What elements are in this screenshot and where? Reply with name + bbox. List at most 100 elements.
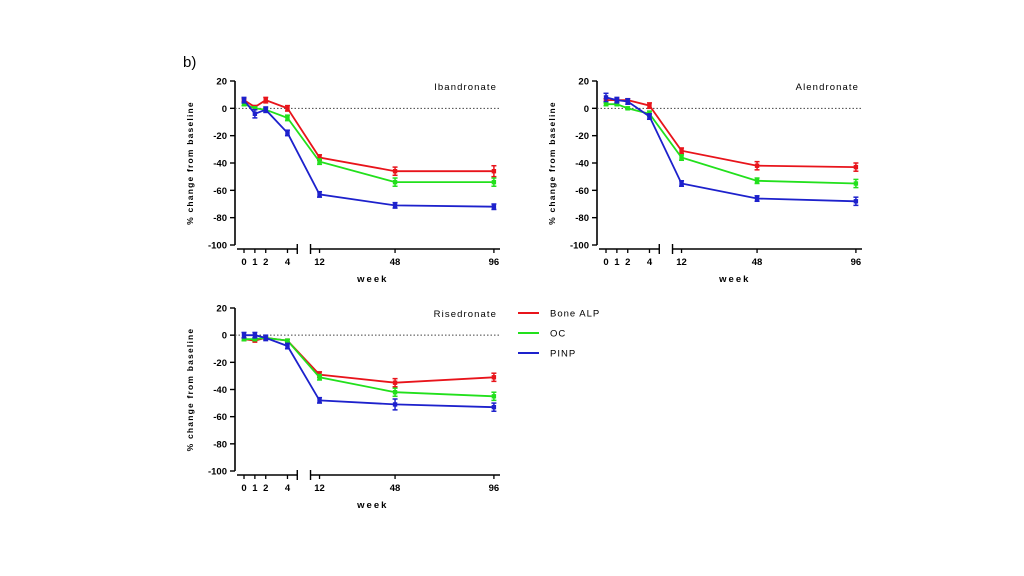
x-tick-label: 12 xyxy=(314,257,325,268)
series-oc xyxy=(241,102,497,187)
series-line xyxy=(244,336,494,398)
y-tick-label: 20 xyxy=(578,77,589,88)
x-tick-label: 48 xyxy=(390,483,401,494)
data-point xyxy=(241,332,247,338)
series-pinp xyxy=(241,96,497,211)
data-point xyxy=(679,181,684,186)
y-tick-label: -60 xyxy=(213,412,227,423)
y-tick-label: 0 xyxy=(222,104,227,115)
chart-panel-1: 200-20-40-60-80-100% change from baselin… xyxy=(185,77,500,285)
data-point xyxy=(614,97,620,103)
legend-label: Bone ALP xyxy=(550,309,600,320)
y-tick-label: -80 xyxy=(213,439,227,450)
chart-panel-2: 20 0 -20 -40 -60 -80 -100 % change from baselin… xyxy=(547,77,862,285)
data-point xyxy=(263,107,268,112)
data-point xyxy=(241,97,247,103)
y-tick-label: -40 xyxy=(213,159,227,170)
data-point xyxy=(252,106,258,111)
y-tick-label: -60 xyxy=(575,186,589,197)
x-tick-label: 1 xyxy=(252,483,258,494)
data-point xyxy=(241,337,247,342)
y-tick-label: -80 xyxy=(213,213,227,224)
data-point xyxy=(491,179,497,185)
chart-panel-3: 20 0 -20 -40 -60 -80 -100 % change from baselin… xyxy=(185,304,500,511)
data-point xyxy=(241,102,247,107)
x-tick-label: 1 xyxy=(614,257,620,268)
series-line xyxy=(606,103,856,185)
data-point xyxy=(317,192,322,197)
series-oc xyxy=(603,102,859,189)
data-point xyxy=(392,390,398,395)
data-point xyxy=(285,338,290,343)
x-axis-label: week xyxy=(356,274,388,285)
data-point xyxy=(625,99,630,104)
x-tick-label: 0 xyxy=(241,483,246,494)
y-axis-label: % change from baseline xyxy=(185,101,195,225)
x-tick-label: 2 xyxy=(263,257,268,268)
y-axis-label: % change from baseline xyxy=(185,328,195,452)
y-tick-label: 20 xyxy=(216,304,227,315)
data-point xyxy=(392,203,398,208)
y-tick-label: -100 xyxy=(208,467,227,478)
x-tick-label: 48 xyxy=(752,257,763,268)
data-point xyxy=(252,337,258,342)
y-tick-label: -20 xyxy=(213,358,227,369)
series-line xyxy=(244,334,494,409)
x-tick-label: 4 xyxy=(285,483,291,494)
legend: Bone ALP OC PINP xyxy=(518,309,600,360)
panel-title: Ibandronate xyxy=(434,82,497,93)
data-point xyxy=(285,343,290,349)
data-point xyxy=(252,111,258,116)
data-point xyxy=(603,102,609,107)
panel-title: Alendronate xyxy=(796,82,859,93)
x-tick-label: 96 xyxy=(489,483,500,494)
data-point xyxy=(392,380,398,385)
data-point xyxy=(263,97,268,103)
data-point xyxy=(754,178,760,183)
y-tick-label: -40 xyxy=(213,385,227,396)
x-tick-label: 2 xyxy=(625,257,630,268)
series-line xyxy=(605,96,856,203)
y-tick-label: -80 xyxy=(575,213,589,224)
data-point xyxy=(853,199,859,204)
x-tick-label: 12 xyxy=(676,257,687,268)
data-point xyxy=(625,106,630,111)
data-point xyxy=(285,106,290,111)
data-point xyxy=(679,155,684,160)
series-bone-alp xyxy=(241,96,497,178)
x-tick-label: 96 xyxy=(489,257,500,268)
data-point xyxy=(317,375,322,380)
x-tick-label: 12 xyxy=(314,483,325,494)
y-tick-label: -20 xyxy=(575,131,589,142)
data-point xyxy=(317,159,322,164)
data-point xyxy=(853,181,859,186)
y-axis-label: % change from baseline xyxy=(547,101,557,225)
data-point xyxy=(491,404,497,410)
y-tick-label: -40 xyxy=(575,159,589,170)
data-point xyxy=(491,204,497,209)
data-point xyxy=(603,95,609,100)
series-bone-alp xyxy=(603,97,859,172)
series-pinp xyxy=(241,331,497,412)
x-tick-label: 0 xyxy=(603,257,608,268)
charts-group: 200-20-40-60-80-100% change from baselin… xyxy=(185,77,862,511)
data-point xyxy=(491,169,497,174)
y-tick-label: -100 xyxy=(570,241,589,252)
data-point xyxy=(754,196,760,201)
data-point xyxy=(679,148,684,153)
series-pinp xyxy=(603,92,859,207)
y-tick-label: -60 xyxy=(213,186,227,197)
x-axis-label: week xyxy=(356,500,388,511)
data-point xyxy=(853,164,859,170)
x-tick-label: 1 xyxy=(252,257,258,268)
data-point xyxy=(252,332,258,338)
series-line xyxy=(243,99,494,173)
data-point xyxy=(317,398,322,403)
data-point xyxy=(392,169,398,174)
legend-label: PINP xyxy=(550,349,576,360)
data-point xyxy=(263,335,268,341)
y-tick-label: -100 xyxy=(208,241,227,252)
series-oc xyxy=(241,335,497,402)
data-point xyxy=(392,179,398,185)
